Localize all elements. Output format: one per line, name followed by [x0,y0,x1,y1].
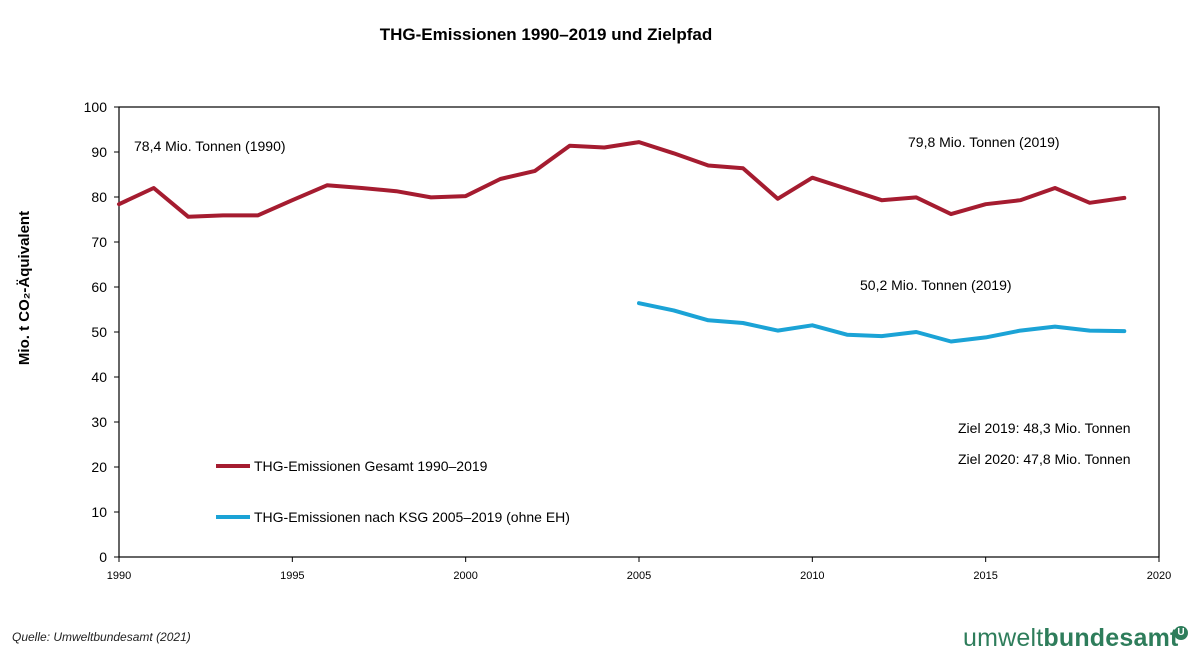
annotation-1990: 78,4 Mio. Tonnen (1990) [134,138,286,154]
legend-label-total: THG-Emissionen Gesamt 1990–2019 [254,458,488,474]
annotation-2019-total: 79,8 Mio. Tonnen (2019) [908,134,1060,150]
annotation-2019-ksg: 50,2 Mio. Tonnen (2019) [860,277,1012,293]
logo[interactable]: umweltbundesamt [963,624,1179,653]
x-tick-label: 2020 [1147,570,1171,582]
series-line-ksg [637,301,1127,344]
annotations: 78,4 Mio. Tonnen (1990) 79,8 Mio. Tonnen… [134,134,1131,467]
source-note: Quelle: Umweltbundesamt (2021) [12,630,191,644]
x-tick-label: 2015 [973,570,997,582]
y-tick-label: 100 [84,99,108,115]
x-tick-label: 1990 [107,570,131,582]
y-tick-label: 40 [91,369,107,385]
y-axis-label: Mio. t CO₂-Äquivalent [16,211,33,365]
y-tick-label: 90 [91,144,107,160]
chart-title: THG-Emissionen 1990–2019 und Zielpfad [380,25,713,44]
y-tick-label: 70 [91,234,107,250]
y-tick-label: 50 [91,324,107,340]
annotation-ziel-2020: Ziel 2020: 47,8 Mio. Tonnen [958,451,1131,467]
logo-text-regular: umwelt [963,624,1044,652]
y-axis-ticks: 0 10 20 30 40 50 60 70 80 90 100 [84,99,119,565]
y-tick-label: 10 [91,504,107,520]
x-axis-ticks: 1990 1995 2000 2005 2010 2015 2020 [107,557,1171,582]
x-tick-label: 2000 [453,570,477,582]
x-tick-label: 2005 [627,570,651,582]
legend: THG-Emissionen Gesamt 1990–2019 THG-Emis… [216,458,570,525]
x-tick-label: 2010 [800,570,824,582]
logo-text-bold: bundesamt [1043,624,1179,652]
annotation-ziel-2019: Ziel 2019: 48,3 Mio. Tonnen [958,420,1131,436]
series-line-total [117,140,1127,219]
y-tick-label: 30 [91,414,107,430]
logo-badge-icon: U [1174,626,1188,640]
y-tick-label: 0 [99,549,107,565]
legend-label-ksg: THG-Emissionen nach KSG 2005–2019 (ohne … [254,509,570,525]
x-tick-label: 1995 [280,570,304,582]
y-tick-label: 60 [91,279,107,295]
series-group [117,140,1127,344]
y-tick-label: 20 [91,459,107,475]
y-tick-label: 80 [91,189,107,205]
